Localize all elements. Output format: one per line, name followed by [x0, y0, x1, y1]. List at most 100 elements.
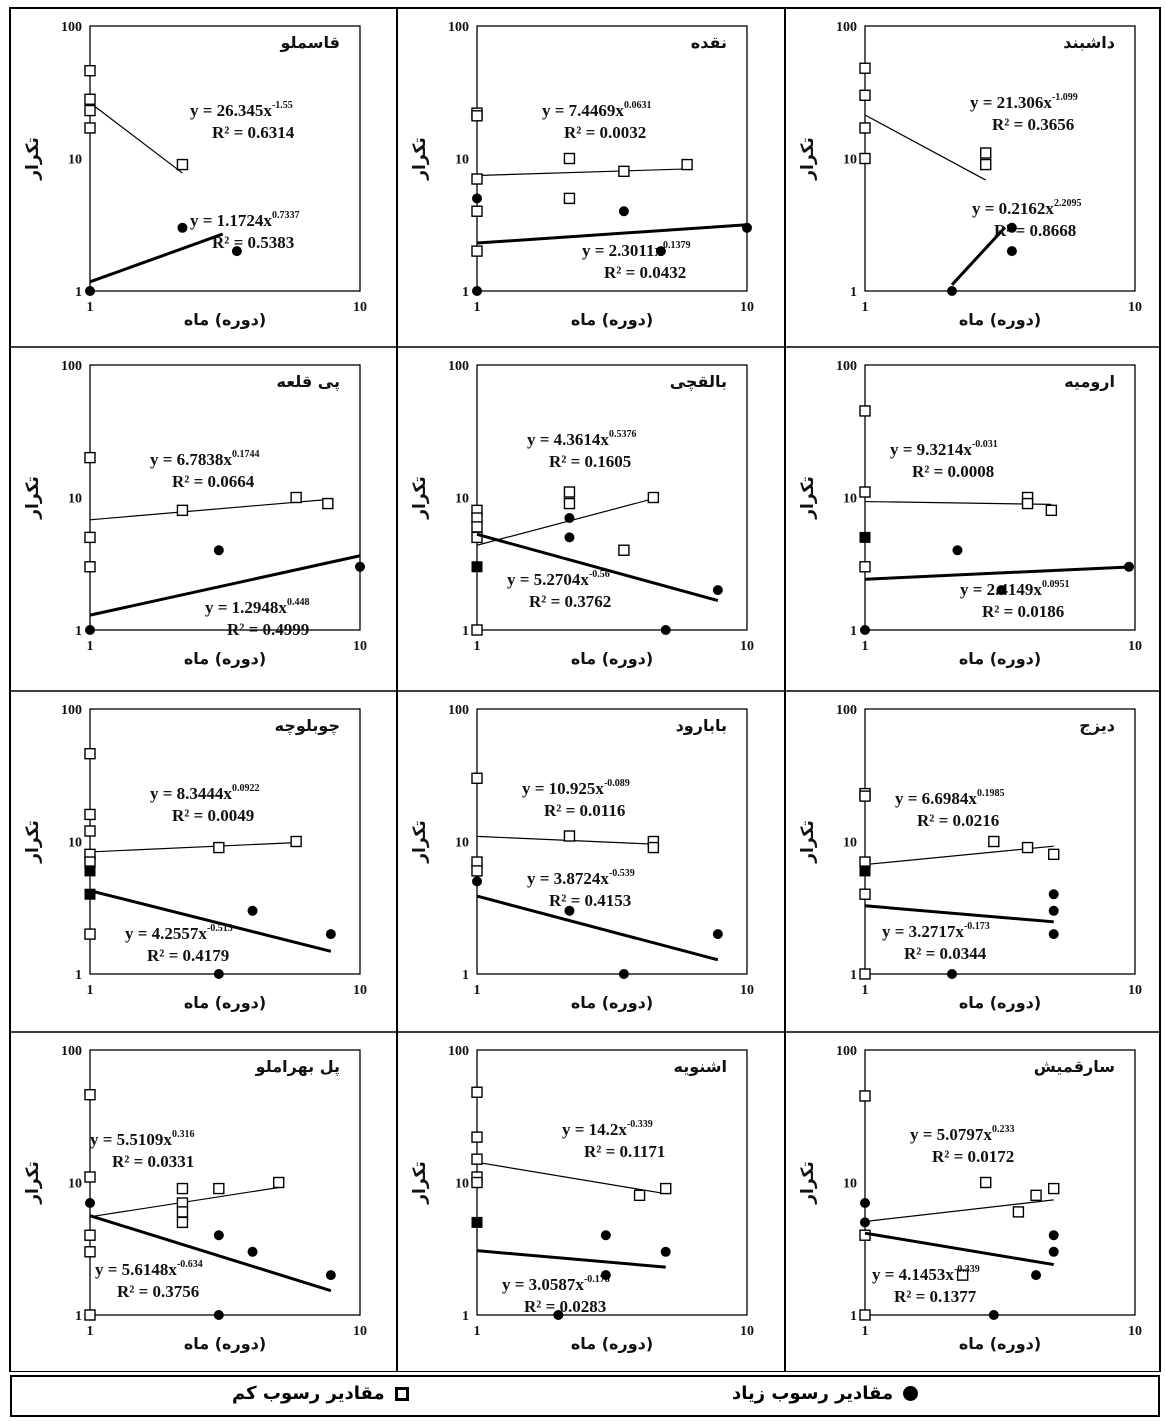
- data-point-filled-circle: [177, 222, 188, 233]
- trend-line: [476, 223, 748, 245]
- chart-panel: سارقمیش 1 10 100 1 10 تکرار (دوره) ماه y = 5.079…: [798, 1044, 1142, 1353]
- y-tick-label: 10: [68, 153, 82, 168]
- r-squared-label: R² = 0.0172: [932, 1147, 1014, 1166]
- trend-line: [864, 500, 1052, 505]
- equation-base: y = 4.3614x: [527, 430, 609, 449]
- x-tick-label: 10: [740, 639, 754, 654]
- equation-exponent: 0.1379: [663, 240, 691, 251]
- data-point-open-square: [471, 521, 483, 533]
- plot-area: [89, 364, 361, 631]
- y-tick-label: 1: [850, 624, 857, 639]
- y-tick-label: 10: [68, 1177, 82, 1192]
- x-axis-label: (دوره) ماه: [571, 993, 653, 1012]
- y-axis-label: تکرار: [23, 1161, 43, 1204]
- equation-label: y = 5.2704x-0.56: [507, 569, 610, 589]
- r-squared-label: R² = 0.6314: [212, 123, 295, 142]
- y-tick-label: 1: [75, 285, 82, 300]
- y-tick-label: 100: [61, 359, 82, 374]
- equation-exponent: 0.0951: [1042, 579, 1070, 590]
- data-point-open-square: [84, 1229, 96, 1241]
- data-point-open-square: [859, 790, 871, 802]
- y-axis-label: تکرار: [798, 1161, 818, 1204]
- y-tick-label: 1: [850, 1309, 857, 1324]
- data-point-open-square: [176, 1206, 189, 1218]
- equation-exponent: -1.55: [272, 100, 293, 111]
- x-axis-label: (دوره) ماه: [184, 649, 266, 668]
- equation-base: y = 21.306x: [970, 93, 1052, 112]
- chart-grid: قاسملو 1 10 100 1 10 تکرار (دوره) ماه y = 26.345…: [9, 7, 1161, 1372]
- trend-line: [864, 1231, 1054, 1267]
- data-point-filled-circle: [213, 969, 224, 979]
- equation-base: y = 26.345x: [190, 101, 272, 120]
- data-point-open-square: [84, 1246, 96, 1258]
- data-point-open-square: [471, 1086, 483, 1098]
- data-point-open-square: [471, 110, 483, 122]
- data-point-filled-circle: [247, 1246, 258, 1257]
- data-point-open-square: [633, 1189, 646, 1202]
- x-axis-label: (دوره) ماه: [184, 1334, 266, 1353]
- equation-label: y = 2.4149x0.0951: [960, 579, 1069, 599]
- r-squared-label: R² = 0.0331: [112, 1152, 194, 1171]
- equation-base: y = 3.2717x: [882, 922, 964, 941]
- x-axis-label: (دوره) ماه: [959, 649, 1041, 668]
- data-point-filled-circle: [996, 585, 1007, 596]
- data-point-open-square: [84, 825, 96, 837]
- data-point-filled-circle: [564, 513, 575, 524]
- equation-label: y = 1.1724x0.7337: [190, 210, 299, 230]
- y-tick-label: 100: [448, 1044, 469, 1059]
- equation-base: y = 1.1724x: [190, 211, 272, 230]
- data-point-filled-circle: [355, 561, 365, 572]
- data-point-open-square: [563, 830, 576, 842]
- data-point-open-square: [660, 1182, 672, 1195]
- data-point-open-square: [681, 158, 693, 171]
- trend-line: [89, 498, 328, 521]
- x-tick-label: 10: [353, 983, 367, 998]
- trend-line: [864, 114, 987, 181]
- trend-line: [89, 889, 332, 953]
- y-axis-label: تکرار: [23, 476, 43, 519]
- r-squared-label: R² = 0.4999: [227, 620, 309, 639]
- y-tick-label: 100: [61, 703, 82, 718]
- r-squared-label: R² = 0.0116: [544, 801, 625, 820]
- outer-border: [9, 7, 1161, 1372]
- data-point-open-square: [1021, 497, 1034, 510]
- y-axis-label: تکرار: [798, 137, 818, 180]
- equation-exponent: 2.2095: [1054, 198, 1082, 209]
- x-tick-label: 10: [353, 639, 367, 654]
- equation-label: y = 4.3614x0.5376: [527, 429, 636, 449]
- data-point-filled-circle: [564, 905, 575, 916]
- equation-exponent: 0.448: [287, 597, 310, 608]
- data-point-open-square: [859, 968, 871, 980]
- data-point-open-square: [859, 62, 871, 74]
- data-point-open-square: [859, 89, 871, 101]
- data-point-filled-square: [471, 561, 483, 573]
- data-point-open-square: [84, 122, 96, 134]
- data-point-open-square: [176, 158, 189, 171]
- equation-exponent: -0.173: [964, 921, 990, 932]
- x-tick-label: 1: [862, 639, 869, 654]
- chart-title: ارومیه: [1064, 372, 1115, 391]
- chart-panel: بابارود 1 10 100 1 10 تکرار (دوره) ماه y = 10.92…: [410, 703, 754, 1012]
- data-point-filled-circle: [988, 1310, 999, 1320]
- y-tick-label: 100: [836, 1044, 857, 1059]
- data-point-filled-circle: [213, 545, 224, 556]
- equation-label: y = 5.0797x0.233: [910, 1124, 1014, 1144]
- data-point-filled-circle: [946, 286, 957, 296]
- equation-label: y = 10.925x-0.089: [522, 778, 630, 798]
- x-axis-label: (دوره) ماه: [959, 310, 1041, 329]
- data-point-filled-circle: [600, 1270, 611, 1281]
- y-axis-label: تکرار: [410, 820, 430, 863]
- data-point-open-square: [563, 192, 576, 205]
- data-point-filled-circle: [618, 206, 629, 217]
- r-squared-label: R² = 0.0344: [904, 944, 987, 963]
- y-tick-label: 10: [455, 153, 469, 168]
- chart-panel: چوبلوچه 1 10 100 1 10 تکرار (دوره) ماه y = 8.344…: [23, 703, 367, 1012]
- r-squared-label: R² = 0.0049: [172, 806, 254, 825]
- data-point-filled-circle: [742, 222, 752, 233]
- plot-area: [864, 1049, 1136, 1316]
- data-point-filled-square: [859, 531, 871, 543]
- equation-label: y = 8.3444x0.0922: [150, 783, 259, 803]
- equation-base: y = 10.925x: [522, 779, 604, 798]
- y-tick-label: 1: [462, 968, 469, 983]
- data-point-filled-circle: [712, 929, 723, 940]
